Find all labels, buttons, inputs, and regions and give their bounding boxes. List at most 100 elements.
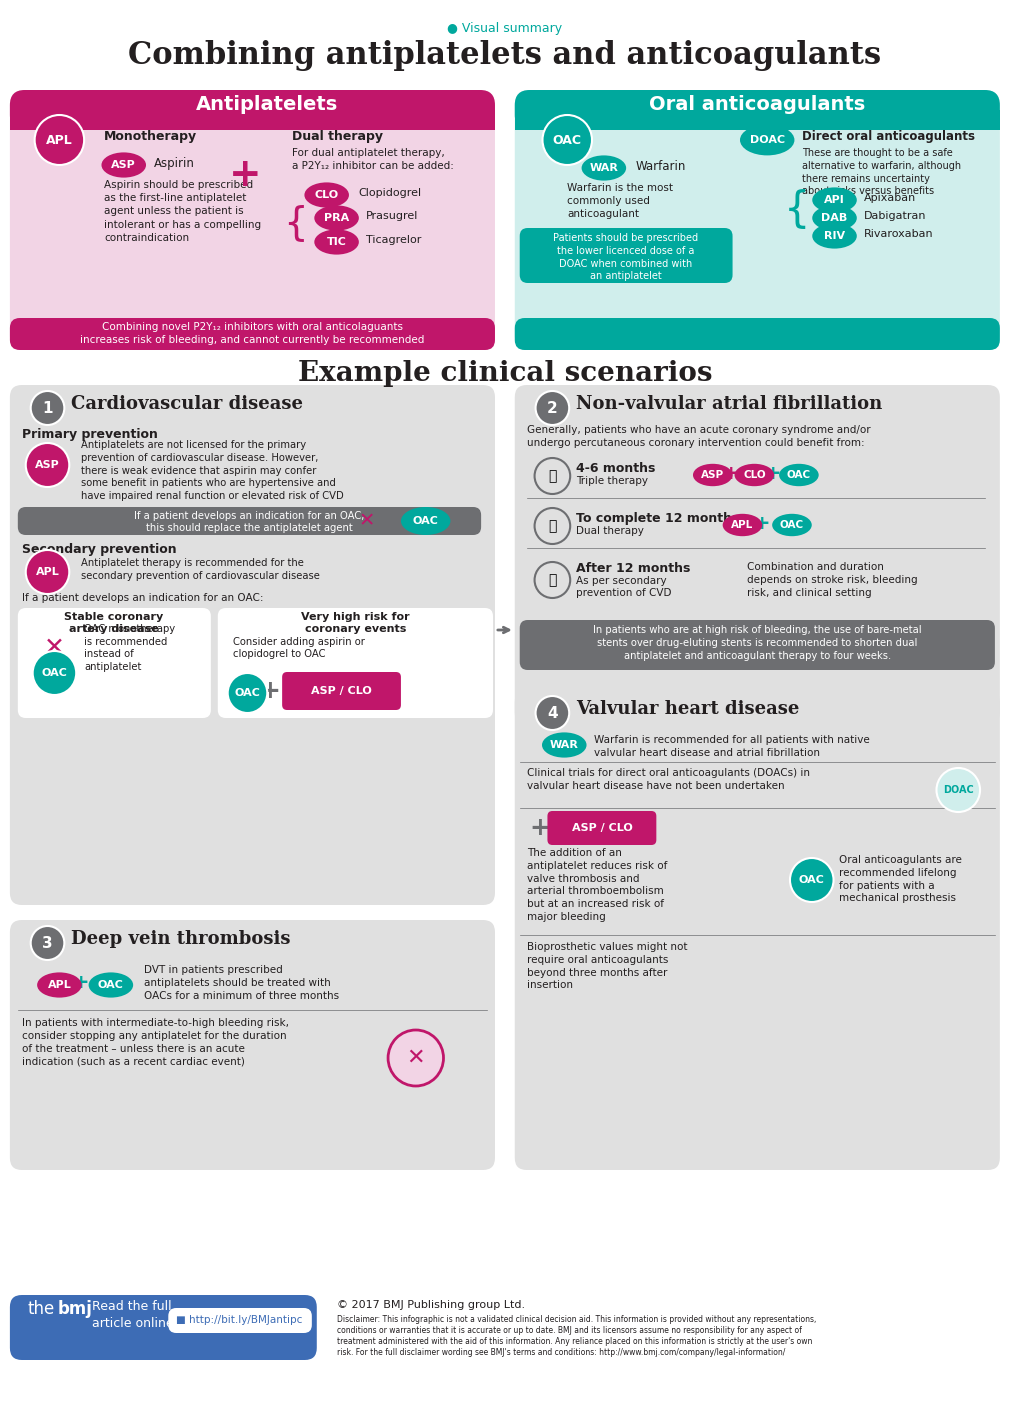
Text: As per secondary
prevention of CVD: As per secondary prevention of CVD	[576, 577, 671, 599]
FancyBboxPatch shape	[515, 384, 999, 725]
FancyBboxPatch shape	[515, 690, 999, 1170]
Circle shape	[935, 767, 979, 812]
Text: Monotherapy: Monotherapy	[104, 130, 197, 143]
Ellipse shape	[779, 464, 818, 487]
Text: the: the	[28, 1301, 55, 1317]
Text: ✕: ✕	[406, 1048, 425, 1068]
Ellipse shape	[314, 230, 359, 254]
FancyBboxPatch shape	[282, 672, 400, 710]
Text: Valvular heart disease: Valvular heart disease	[576, 700, 799, 718]
Text: +: +	[229, 156, 262, 194]
Text: Dabigatran: Dabigatran	[863, 210, 926, 222]
Circle shape	[789, 859, 833, 902]
Ellipse shape	[400, 506, 450, 535]
Text: CLO: CLO	[742, 470, 765, 480]
Text: Very high risk for
coronary events: Very high risk for coronary events	[301, 612, 410, 634]
Ellipse shape	[811, 188, 856, 213]
Text: Warfarin is recommended for all patients with native
valvular heart disease and : Warfarin is recommended for all patients…	[593, 735, 869, 758]
Text: Stable coronary
artery disease: Stable coronary artery disease	[64, 612, 163, 634]
Text: 3: 3	[42, 936, 53, 950]
Text: Rivaroxaban: Rivaroxaban	[863, 229, 933, 239]
FancyBboxPatch shape	[515, 90, 999, 349]
Text: ● Visual summary: ● Visual summary	[447, 22, 561, 35]
Ellipse shape	[692, 464, 732, 487]
Ellipse shape	[314, 205, 359, 230]
Text: API: API	[823, 195, 844, 205]
Text: Generally, patients who have an acute coronary syndrome and/or
undergo percutane: Generally, patients who have an acute co…	[526, 425, 869, 448]
Text: Clopidogrel: Clopidogrel	[358, 188, 421, 198]
Text: The addition of an
antiplatelet reduces risk of
valve thrombosis and
arterial th: The addition of an antiplatelet reduces …	[526, 847, 666, 922]
Text: +: +	[764, 463, 781, 483]
Text: Example clinical scenarios: Example clinical scenarios	[298, 361, 711, 387]
Text: Non-valvular atrial fibrillation: Non-valvular atrial fibrillation	[576, 396, 881, 412]
Circle shape	[534, 457, 570, 494]
Circle shape	[25, 443, 69, 487]
Text: CLO: CLO	[314, 189, 338, 201]
Text: ASP / CLO: ASP / CLO	[311, 686, 372, 696]
Text: For dual antiplatelet therapy,
a P2Y₁₂ inhibitor can be added:: For dual antiplatelet therapy, a P2Y₁₂ i…	[291, 147, 453, 171]
Circle shape	[535, 696, 569, 730]
Text: APL: APL	[48, 981, 71, 991]
Ellipse shape	[811, 205, 856, 230]
Text: Oral anticoagulants: Oral anticoagulants	[648, 95, 864, 114]
Ellipse shape	[721, 513, 761, 536]
Ellipse shape	[541, 732, 586, 758]
Text: OAC monotherapy
is recommended
instead of
antiplatelet: OAC monotherapy is recommended instead o…	[84, 624, 175, 672]
Text: After 12 months: After 12 months	[576, 563, 690, 575]
Text: Cardiovascular disease: Cardiovascular disease	[71, 396, 303, 412]
Text: Bioprosthetic values might not
require oral anticoagulants
beyond three months a: Bioprosthetic values might not require o…	[526, 941, 687, 991]
Text: ■ http://bit.ly/BMJantipc: ■ http://bit.ly/BMJantipc	[176, 1315, 303, 1324]
Text: Clinical trials for direct oral anticoagulants (DOACs) in
valvular heart disease: Clinical trials for direct oral anticoag…	[526, 767, 809, 791]
Text: To complete 12 months: To complete 12 months	[576, 512, 739, 525]
Text: If a patient develops an indication for an OAC,
this should replace the antiplat: If a patient develops an indication for …	[135, 511, 365, 533]
Ellipse shape	[304, 182, 348, 208]
Text: Primary prevention: Primary prevention	[21, 428, 158, 441]
Text: Dual therapy: Dual therapy	[291, 130, 383, 143]
Bar	[10, 109, 494, 130]
Text: ⏰: ⏰	[547, 469, 556, 483]
Text: OAC: OAC	[552, 133, 581, 146]
Text: 4-6 months: 4-6 months	[576, 462, 655, 476]
Text: bmj: bmj	[57, 1301, 92, 1317]
Text: ASP / CLO: ASP / CLO	[571, 824, 632, 833]
Ellipse shape	[811, 223, 856, 248]
Text: OAC: OAC	[413, 516, 438, 526]
Text: APL: APL	[731, 521, 753, 530]
Text: ASP: ASP	[35, 460, 60, 470]
Text: OAC: OAC	[98, 981, 123, 991]
FancyBboxPatch shape	[10, 920, 494, 1170]
Text: Antiplatelets: Antiplatelets	[196, 95, 338, 114]
FancyBboxPatch shape	[10, 90, 494, 130]
Text: In patients with intermediate-to-high bleeding risk,
consider stopping any antip: In patients with intermediate-to-high bl…	[21, 1019, 288, 1066]
Text: Deep vein thrombosis: Deep vein thrombosis	[71, 930, 290, 948]
Text: DOAC: DOAC	[749, 135, 784, 145]
Text: OAC: OAC	[780, 521, 803, 530]
Text: Patients should be prescribed
the lower licenced dose of a
DOAC when combined wi: Patients should be prescribed the lower …	[552, 233, 698, 282]
Text: +: +	[72, 974, 90, 992]
Text: Read the full
  article online: Read the full article online	[84, 1301, 173, 1330]
Ellipse shape	[581, 156, 626, 181]
FancyBboxPatch shape	[218, 607, 492, 718]
Text: WAR: WAR	[589, 163, 618, 173]
Text: Consider adding aspirin or
clopidogrel to OAC: Consider adding aspirin or clopidogrel t…	[232, 637, 364, 659]
Ellipse shape	[771, 513, 811, 536]
Text: Ticagrelor: Ticagrelor	[366, 234, 421, 246]
FancyBboxPatch shape	[10, 1295, 317, 1360]
Text: 2: 2	[546, 400, 557, 415]
Text: ASP: ASP	[700, 470, 723, 480]
Text: OAC: OAC	[234, 687, 260, 699]
Text: Warfarin is the most
commonly used
anticoagulant: Warfarin is the most commonly used antic…	[567, 182, 673, 219]
Circle shape	[535, 391, 569, 425]
Circle shape	[387, 1030, 443, 1086]
FancyBboxPatch shape	[10, 384, 494, 905]
Text: Aspirin: Aspirin	[153, 157, 195, 170]
Circle shape	[33, 651, 76, 694]
Circle shape	[35, 115, 84, 166]
Ellipse shape	[101, 153, 146, 178]
Ellipse shape	[89, 972, 133, 998]
Text: ⏰: ⏰	[547, 519, 556, 533]
Circle shape	[31, 391, 64, 425]
Circle shape	[534, 508, 570, 544]
FancyBboxPatch shape	[520, 620, 994, 671]
Text: Secondary prevention: Secondary prevention	[21, 543, 176, 556]
